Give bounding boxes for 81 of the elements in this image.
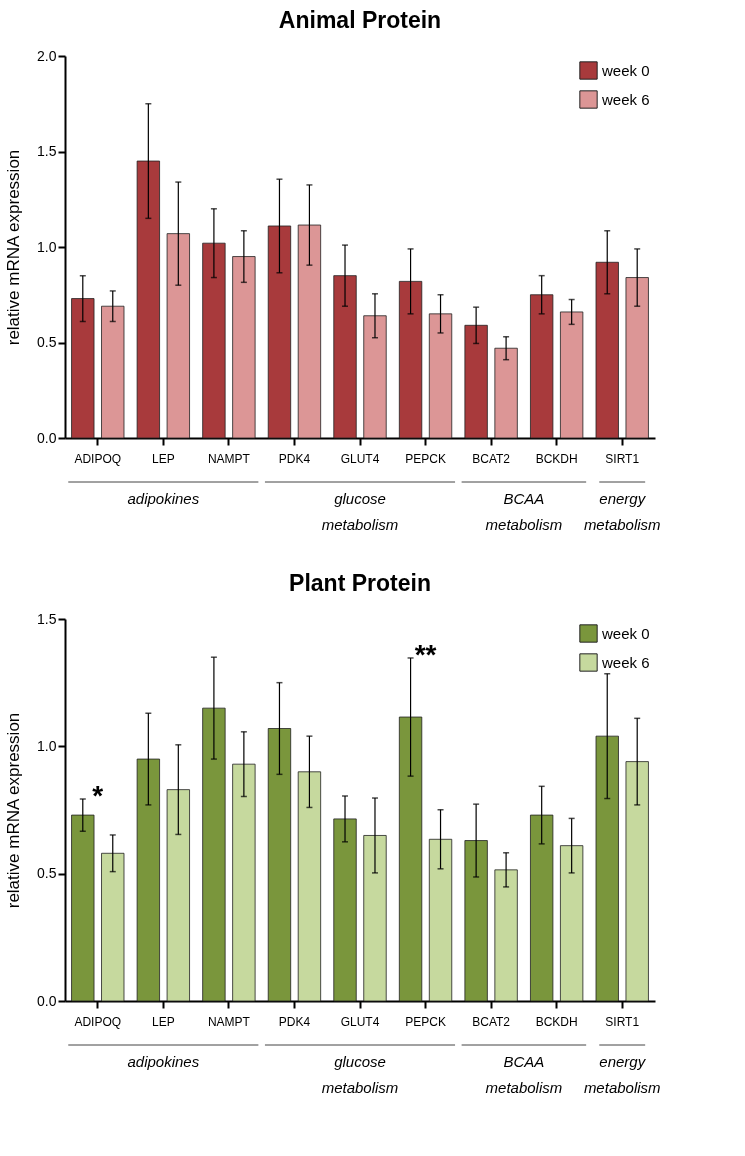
bar (529, 814, 554, 1002)
bar (71, 298, 95, 439)
y-tick-label: 2.0 (37, 47, 57, 64)
y-tick-label: 1.5 (37, 610, 57, 627)
chart-title: Plant Protein (289, 570, 431, 596)
bar (428, 838, 453, 1002)
legend-label: week 6 (601, 653, 650, 671)
bar (464, 840, 488, 1002)
bar (595, 735, 619, 1002)
bar (529, 294, 554, 439)
bar (232, 763, 256, 1002)
bar (398, 716, 423, 1002)
bar (267, 728, 292, 1002)
x-tick-label: GLUT4 (340, 451, 380, 466)
text: BCAA metabolism (485, 490, 563, 533)
text: BCAA metabolism (485, 1053, 563, 1096)
text: energy metabolism (583, 490, 661, 533)
x-tick-label: BCKDH (535, 1014, 578, 1029)
text: energy metabolism (583, 1053, 661, 1096)
bar (202, 707, 226, 1002)
y-axis-title: relative mRNA expression (4, 712, 24, 909)
bar (494, 869, 518, 1002)
text: glucose metabolism (321, 490, 399, 533)
x-tick-label: LEP (151, 451, 175, 466)
x-tick-label: BCKDH (535, 451, 578, 466)
bar (297, 771, 322, 1002)
bar (559, 311, 584, 439)
x-tick-label: LEP (151, 1014, 175, 1029)
y-tick-label: 1.0 (37, 737, 57, 754)
text: glucose metabolism (321, 1053, 399, 1096)
annotation: ** (414, 638, 437, 670)
annotation: * (92, 780, 104, 812)
y-tick-label: 0.0 (37, 429, 57, 446)
x-tick-label: BCAT2 (472, 1014, 511, 1029)
bar (625, 277, 649, 439)
bar (363, 834, 387, 1002)
bar (363, 315, 387, 439)
x-tick-label: NAMPT (207, 451, 251, 466)
bar (494, 347, 518, 439)
bar (297, 224, 322, 439)
y-tick-label: 1.0 (37, 238, 57, 255)
x-tick-label: SIRT1 (605, 451, 640, 466)
bar (101, 305, 125, 439)
bar (595, 261, 619, 439)
y-tick-label: 0.0 (37, 992, 57, 1009)
legend-label: week 6 (601, 90, 650, 108)
bar (202, 242, 226, 439)
bar (267, 225, 292, 439)
x-tick-label: PEPCK (405, 451, 446, 466)
bar (136, 758, 161, 1002)
bar (464, 324, 488, 439)
y-axis-title: relative mRNA expression (4, 149, 24, 346)
bar (136, 160, 161, 439)
x-tick-label: GLUT4 (340, 1014, 380, 1029)
x-tick-label: BCAT2 (472, 451, 511, 466)
bar (166, 789, 191, 1002)
x-tick-label: PDK4 (278, 451, 311, 466)
y-tick-label: 0.5 (37, 334, 57, 350)
bar (559, 845, 584, 1002)
bar (333, 275, 357, 439)
x-tick-label: ADIPOQ (74, 451, 122, 466)
legend-label: week 0 (601, 624, 650, 642)
bar (232, 256, 256, 439)
text: adipokines (127, 490, 200, 507)
x-tick-label: ADIPOQ (74, 1014, 122, 1029)
legend-label: week 0 (601, 61, 650, 79)
bar (101, 852, 125, 1002)
bar (398, 280, 423, 439)
x-tick-label: PDK4 (278, 1014, 311, 1029)
text: adipokines (127, 1053, 200, 1070)
bar (428, 313, 453, 439)
x-tick-label: PEPCK (405, 1014, 446, 1029)
bar (166, 233, 191, 439)
y-tick-label: 1.5 (37, 143, 57, 159)
x-tick-label: SIRT1 (605, 1014, 640, 1029)
x-tick-label: NAMPT (207, 1014, 251, 1029)
bar (333, 818, 357, 1002)
bar (625, 761, 649, 1002)
y-tick-label: 0.5 (37, 865, 57, 882)
bar (71, 814, 95, 1002)
chart-title: Animal Protein (278, 7, 442, 33)
